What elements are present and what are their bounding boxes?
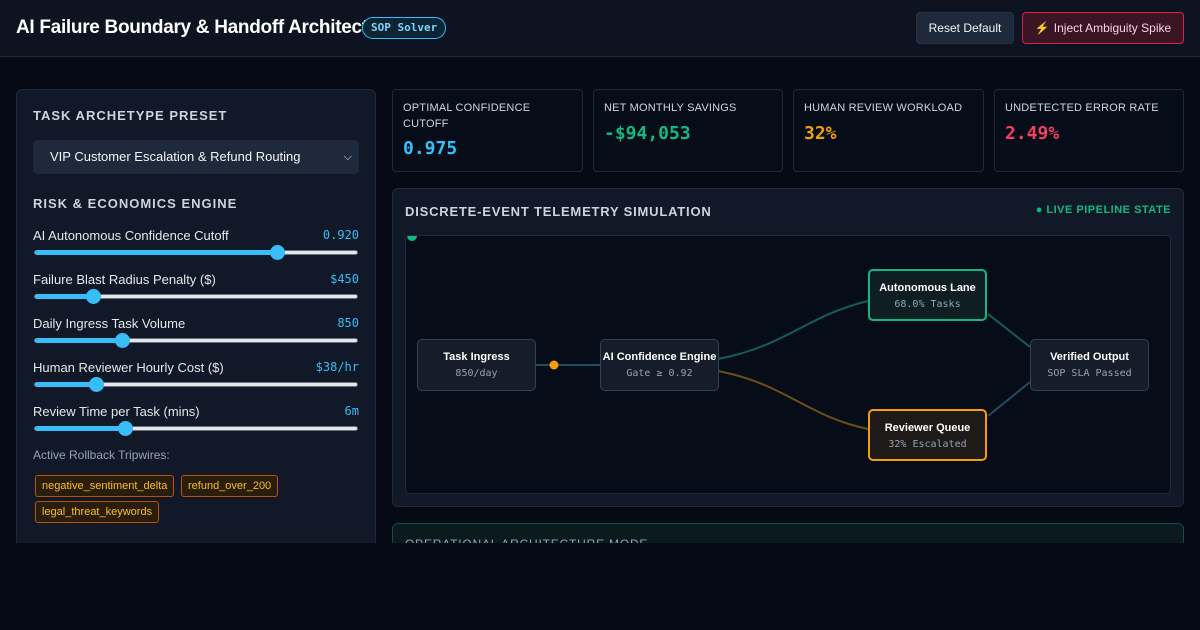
metric-label: UNDETECTED ERROR RATE [1005,102,1159,114]
event-dot [407,236,417,241]
node-subtitle: 32% Escalated [888,439,967,450]
slider-label: Human Reviewer Hourly Cost ($) [33,360,224,375]
lightning-icon: ⚡ [1034,21,1050,35]
preset-select[interactable]: VIP Customer Escalation & Refund Routing… [33,140,359,174]
metric-card-confidence: OPTIMAL CONFIDENCE CUTOFF 0.975 [392,89,583,172]
live-status: ● LIVE PIPELINE STATE [1035,204,1171,216]
engine-autonomous-edge [717,300,869,360]
node-subtitle: 68.0% Tasks [894,299,961,310]
slider-reviewer-cost: Human Reviewer Hourly Cost ($) $38/hr [33,360,359,400]
node-subtitle: SOP SLA Passed [1047,368,1132,379]
slider-thumb[interactable] [85,289,101,304]
slider-value: $38/hr [315,360,359,374]
node-subtitle: Gate ≥ 0.92 [626,368,693,379]
metric-value: 32% [804,123,837,144]
metric-value: 2.49% [1005,123,1060,144]
slider-thumb[interactable] [89,377,105,392]
node-title: Task Ingress [443,351,510,363]
slider-fill [35,338,122,343]
engine-reviewer-edge [717,370,869,430]
tripwire-chip[interactable]: refund_over_200 [181,475,279,497]
chevron-down-icon: ⌵ [343,151,352,163]
solver-badge: SOP Solver [362,17,447,39]
tripwire-chip[interactable]: legal_threat_keywords [35,501,160,523]
metric-card-workload: HUMAN REVIEW WORKLOAD 32% [793,89,984,172]
slider-label: Failure Blast Radius Penalty ($) [33,272,216,287]
slider-track[interactable] [34,377,358,392]
slider-blast-radius: Failure Blast Radius Penalty ($) $450 [33,272,359,312]
slider-review-time: Review Time per Task (mins) 6m [33,404,359,444]
node-confidence-engine[interactable]: AI Confidence Engine Gate ≥ 0.92 [600,339,719,391]
slider-fill [35,250,277,255]
slider-task-volume: Daily Ingress Task Volume 850 [33,316,359,356]
slider-thumb[interactable] [118,421,134,436]
slider-value: 0.920 [322,228,359,242]
slider-label: Review Time per Task (mins) [33,404,200,419]
node-verified-output[interactable]: Verified Output SOP SLA Passed [1030,339,1149,391]
metric-value: -$94,053 [604,123,691,144]
slider-value: 850 [337,316,359,330]
metric-value: 0.975 [403,138,458,159]
slider-confidence-cutoff: AI Autonomous Confidence Cutoff 0.920 [33,228,359,268]
inject-ambiguity-label: Inject Ambiguity Spike [1053,21,1172,35]
slider-fill [35,382,97,387]
app-header: AI Failure Boundary & Handoff Architect … [0,0,1200,57]
node-title: Reviewer Queue [884,422,971,434]
slider-track[interactable] [34,245,358,260]
preset-heading: TASK ARCHETYPE PRESET [33,108,228,123]
engine-heading: RISK & ECONOMICS ENGINE [33,196,238,211]
tripwire-chip[interactable]: negative_sentiment_delta [35,475,175,497]
app-title: AI Failure Boundary & Handoff Architect [16,17,368,38]
telemetry-panel: DISCRETE-EVENT TELEMETRY SIMULATION ● LI… [392,188,1184,507]
autonomous-output-edge [987,313,1031,348]
metric-label: HUMAN REVIEW WORKLOAD [804,102,963,114]
slider-label: Daily Ingress Task Volume [33,316,186,331]
event-token [549,360,559,370]
pipeline-canvas: Task Ingress 850/day AI Confidence Engin… [405,235,1171,494]
control-panel: TASK ARCHETYPE PRESET VIP Customer Escal… [16,89,376,549]
slider-thumb[interactable] [269,245,285,260]
node-subtitle: 850/day [455,368,498,379]
telemetry-title: DISCRETE-EVENT TELEMETRY SIMULATION [405,204,712,219]
slider-fill [35,294,93,299]
slider-fill [35,426,126,431]
node-autonomous-lane[interactable]: Autonomous Lane 68.0% Tasks [868,269,987,321]
slider-track[interactable] [34,333,358,348]
slider-thumb[interactable] [114,333,130,348]
slider-label: AI Autonomous Confidence Cutoff [33,228,229,243]
metric-label: OPTIMAL CONFIDENCE CUTOFF [403,102,531,130]
reset-default-button[interactable]: Reset Default [916,12,1014,44]
reviewer-output-edge [987,381,1031,417]
metric-card-savings: NET MONTHLY SAVINGS -$94,053 [593,89,783,172]
pipeline-connectors [407,236,1031,430]
node-title: Autonomous Lane [879,282,976,294]
metric-card-error-rate: UNDETECTED ERROR RATE 2.49% [994,89,1184,172]
node-reviewer-queue[interactable]: Reviewer Queue 32% Escalated [868,409,987,461]
tripwires-label: Active Rollback Tripwires: [33,448,170,462]
viewport-bottom-fill [0,543,1200,630]
metric-label: NET MONTHLY SAVINGS [604,102,737,114]
slider-value: 6m [344,404,359,418]
inject-ambiguity-button[interactable]: ⚡ Inject Ambiguity Spike [1022,12,1184,44]
slider-track[interactable] [34,289,358,304]
node-title: Verified Output [1050,351,1129,363]
preset-selected-value: VIP Customer Escalation & Refund Routing [50,149,301,164]
slider-track[interactable] [34,421,358,436]
node-task-ingress[interactable]: Task Ingress 850/day [417,339,536,391]
slider-value: $450 [330,272,359,286]
node-title: AI Confidence Engine [602,351,717,363]
